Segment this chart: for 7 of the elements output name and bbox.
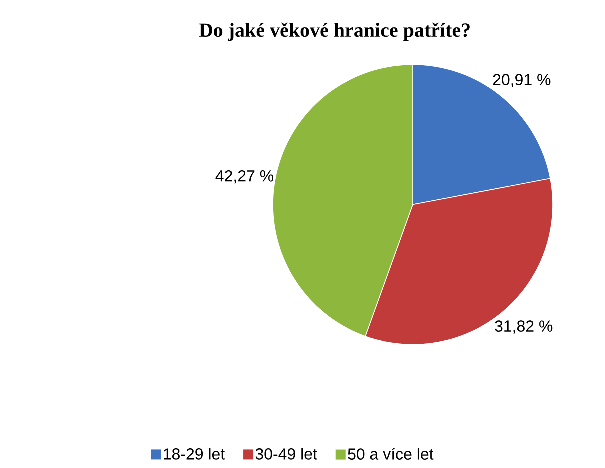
- legend-label: 30-49 let: [256, 448, 318, 460]
- data-label: 42,27 %: [216, 170, 274, 184]
- data-label: 31,82 %: [495, 320, 553, 334]
- legend-label: 18-29 let: [164, 448, 225, 460]
- data-label: 20,91 %: [493, 74, 551, 88]
- legend-label: 50 a více let: [348, 448, 434, 460]
- chart-title: Do jaké věkové hranice patříte?: [199, 22, 470, 42]
